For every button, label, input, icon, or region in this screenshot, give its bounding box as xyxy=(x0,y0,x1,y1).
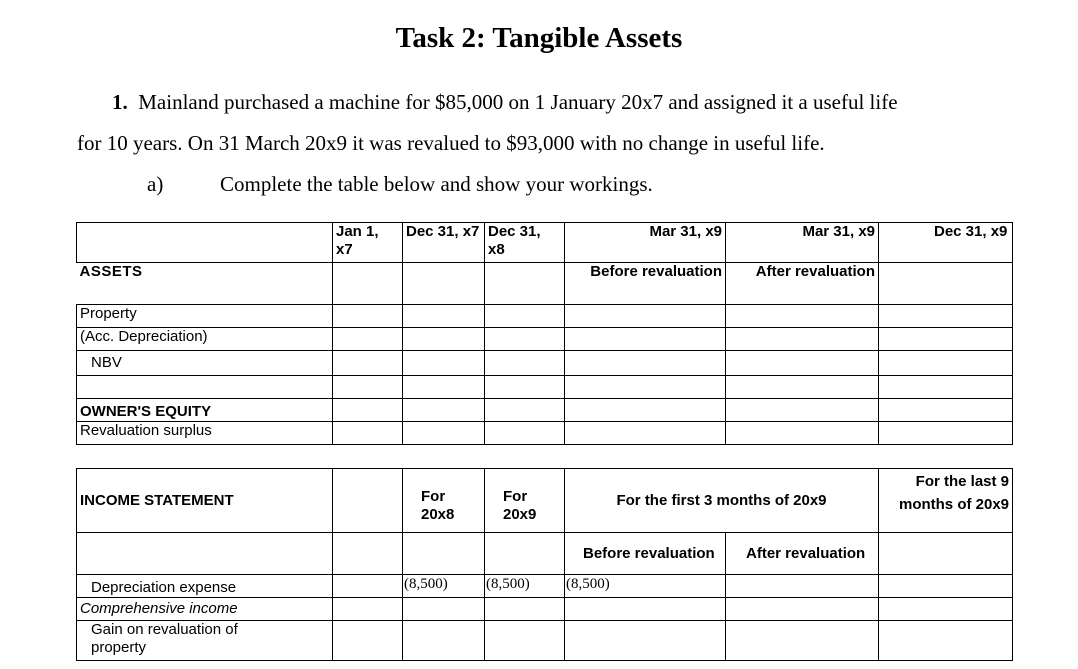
question-line-1: 1. Mainland purchased a machine for $85,… xyxy=(112,90,898,115)
table-row: Revaluation surplus xyxy=(76,421,1013,445)
row-label: Property xyxy=(76,304,333,328)
table-row: Gain on revaluation of property xyxy=(76,620,1014,661)
row-label: Comprehensive income xyxy=(76,597,333,621)
col-for-20x8: For 20x8 xyxy=(402,468,485,533)
col-first-3-months: For the first 3 months of 20x9 xyxy=(563,468,880,533)
depreciation-20x8[interactable]: (8,500) xyxy=(402,574,485,598)
col-jan1-x7: Jan 1, x7 xyxy=(332,222,403,263)
before-revaluation-label: Before revaluation xyxy=(564,532,726,575)
row-label: Gain on revaluation of property xyxy=(76,620,333,661)
subheader-row: ASSETS Before revaluation After revaluat… xyxy=(76,262,1013,305)
table-row: OWNER'S EQUITY xyxy=(76,398,1013,422)
income-statement-heading: INCOME STATEMENT xyxy=(76,468,333,533)
col-mar31-x9-before: Mar 31, x9 xyxy=(564,222,726,263)
table-row: Depreciation expense (8,500) (8,500) (8,… xyxy=(76,574,1014,598)
income-table: INCOME STATEMENT For 20x8 For 20x9 For t… xyxy=(76,468,1014,661)
question-text-1: Mainland purchased a machine for $85,000… xyxy=(138,90,898,114)
row-label: NBV xyxy=(76,350,333,376)
depreciation-20x9[interactable]: (8,500) xyxy=(484,574,565,598)
part-label: a) xyxy=(147,172,164,196)
after-revaluation-label: After revaluation xyxy=(724,532,880,575)
owners-equity-heading: OWNER'S EQUITY xyxy=(76,398,333,422)
question-number: 1. xyxy=(112,90,128,114)
depreciation-first-3-before[interactable]: (8,500) xyxy=(564,574,726,598)
header-row: INCOME STATEMENT For 20x8 For 20x9 For t… xyxy=(76,468,1014,533)
balance-table: Jan 1, x7 Dec 31, x7 Dec 31, x8 Mar 31, … xyxy=(76,222,1013,445)
table-row: (Acc. Depreciation) xyxy=(76,327,1013,351)
row-label: (Acc. Depreciation) xyxy=(76,327,333,351)
row-label: Depreciation expense xyxy=(76,574,333,598)
table-row xyxy=(76,375,1013,399)
col-dec31-x8: Dec 31, x8 xyxy=(484,222,565,263)
table-row: NBV xyxy=(76,350,1013,376)
subheader-row: Before revaluation After revaluation xyxy=(76,532,1014,575)
table-row: Comprehensive income xyxy=(76,597,1014,621)
col-dec31-x7: Dec 31, x7 xyxy=(402,222,485,263)
part-instruction: Complete the table below and show your w… xyxy=(220,172,653,196)
table-row: Property xyxy=(76,304,1013,328)
row-label xyxy=(76,375,333,399)
page-title: Task 2: Tangible Assets xyxy=(395,22,683,54)
assets-heading: ASSETS xyxy=(76,262,333,305)
row-label: Revaluation surplus xyxy=(76,421,333,445)
after-revaluation-label: After revaluation xyxy=(725,262,879,305)
col-for-20x9: For 20x9 xyxy=(484,468,565,533)
col-mar31-x9-after: Mar 31, x9 xyxy=(725,222,879,263)
col-dec31-x9: Dec 31, x9 xyxy=(878,222,1013,263)
header-row: Jan 1, x7 Dec 31, x7 Dec 31, x8 Mar 31, … xyxy=(76,222,1013,263)
col-last-9-months: For the last 9 months of 20x9 xyxy=(878,468,1014,533)
before-revaluation-label: Before revaluation xyxy=(564,262,726,305)
question-line-2: for 10 years. On 31 March 20x9 it was re… xyxy=(77,131,825,155)
